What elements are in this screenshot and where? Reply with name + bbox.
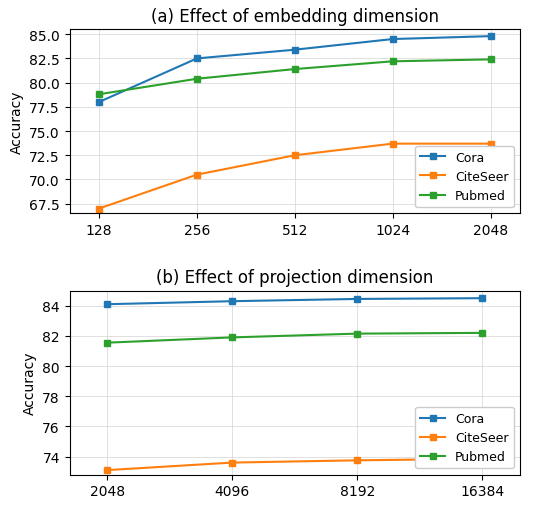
- Title: (b) Effect of projection dimension: (b) Effect of projection dimension: [156, 269, 434, 287]
- Title: (a) Effect of embedding dimension: (a) Effect of embedding dimension: [151, 8, 439, 26]
- Pubmed: [487, 57, 494, 63]
- Cora: [487, 34, 494, 40]
- Pubmed: [390, 59, 396, 65]
- Cora: [354, 296, 361, 302]
- Y-axis label: Accuracy: Accuracy: [23, 351, 37, 415]
- Cora: [96, 100, 102, 106]
- Line: Cora: Cora: [104, 295, 486, 308]
- Line: CiteSeer: CiteSeer: [104, 456, 486, 473]
- CiteSeer: [390, 141, 396, 147]
- CiteSeer: [479, 456, 486, 462]
- CiteSeer: [354, 458, 361, 464]
- CiteSeer: [193, 172, 200, 178]
- Pubmed: [229, 335, 235, 341]
- Pubmed: [104, 340, 110, 346]
- CiteSeer: [229, 460, 235, 466]
- Cora: [193, 56, 200, 62]
- Pubmed: [479, 330, 486, 336]
- Legend: Cora, CiteSeer, Pubmed: Cora, CiteSeer, Pubmed: [415, 407, 513, 469]
- Pubmed: [96, 92, 102, 98]
- Pubmed: [193, 77, 200, 83]
- Pubmed: [292, 67, 298, 73]
- Line: Cora: Cora: [96, 34, 494, 106]
- CiteSeer: [487, 141, 494, 147]
- Line: CiteSeer: CiteSeer: [96, 141, 494, 212]
- Line: Pubmed: Pubmed: [96, 57, 494, 98]
- CiteSeer: [292, 153, 298, 159]
- Pubmed: [354, 331, 361, 337]
- CiteSeer: [96, 206, 102, 212]
- Legend: Cora, CiteSeer, Pubmed: Cora, CiteSeer, Pubmed: [415, 146, 513, 208]
- Cora: [292, 47, 298, 54]
- Cora: [390, 37, 396, 43]
- Y-axis label: Accuracy: Accuracy: [10, 90, 24, 154]
- CiteSeer: [104, 467, 110, 473]
- Cora: [229, 298, 235, 305]
- Cora: [479, 295, 486, 301]
- Cora: [104, 301, 110, 308]
- Line: Pubmed: Pubmed: [104, 330, 486, 346]
